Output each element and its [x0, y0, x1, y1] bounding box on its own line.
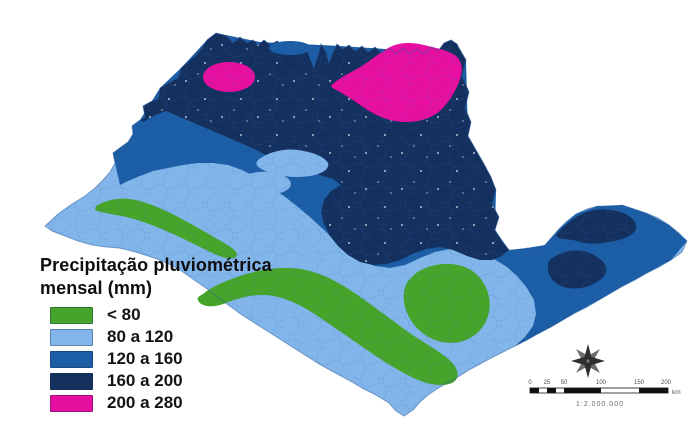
legend-item-lt80: < 80	[40, 304, 272, 326]
legend-item-160-200: 160 a 200	[40, 370, 272, 392]
legend-swatch-80-120	[50, 328, 93, 346]
scale-ratio-label: 1:2.000.000	[576, 401, 624, 408]
legend-swatch-200-280	[50, 394, 93, 412]
legend-label-160-200: 160 a 200	[107, 371, 183, 390]
legend-item-200-280: 200 a 280	[40, 392, 272, 414]
legend-item-80-120: 80 a 120	[40, 326, 272, 348]
scale-tick-5: 200	[661, 380, 672, 386]
compass-rose-icon	[571, 344, 605, 378]
legend-label-80-120: 80 a 120	[107, 327, 174, 346]
scale-bar: 0 25 50 100 150 200 km 1:2.000.000	[528, 380, 680, 408]
scale-tick-1: 25	[544, 380, 551, 386]
legend-label-lt80: < 80	[107, 305, 141, 324]
legend-swatch-120-160	[50, 350, 93, 368]
legend-item-120-160: 120 a 160	[40, 348, 272, 370]
legend-rows: < 80 80 a 120 120 a 160 160 a 200 200 a …	[40, 304, 272, 414]
legend-swatch-lt80	[50, 306, 93, 324]
scale-tick-3: 100	[596, 380, 607, 386]
scale-tick-4: 150	[634, 380, 645, 386]
scale-tick-0: 0	[528, 380, 532, 386]
scale-unit-label: km	[672, 389, 681, 396]
legend-title-line1: Precipitação pluviométrica	[40, 255, 272, 275]
legend-label-120-160: 120 a 160	[107, 349, 183, 368]
map-legend: Precipitação pluviométrica mensal (mm) <…	[40, 254, 272, 414]
scale-tick-2: 50	[561, 380, 568, 386]
legend-title-line2: mensal (mm)	[40, 278, 153, 298]
legend-label-200-280: 200 a 280	[107, 393, 183, 412]
legend-swatch-160-200	[50, 372, 93, 390]
